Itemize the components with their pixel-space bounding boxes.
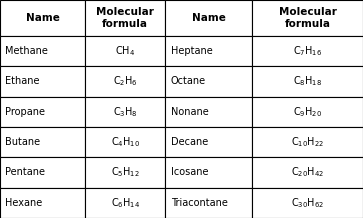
Bar xyxy=(165,188,252,218)
Text: C$_6$H$_{14}$: C$_6$H$_{14}$ xyxy=(111,196,140,210)
Text: Molecular
formula: Molecular formula xyxy=(279,7,337,29)
Bar xyxy=(85,127,165,157)
Bar xyxy=(252,97,363,127)
Text: Methane: Methane xyxy=(5,46,48,56)
Text: C$_{30}$H$_{62}$: C$_{30}$H$_{62}$ xyxy=(291,196,324,210)
Text: Nonane: Nonane xyxy=(171,107,208,117)
Text: Molecular
formula: Molecular formula xyxy=(96,7,154,29)
Bar xyxy=(165,127,252,157)
Bar xyxy=(165,97,252,127)
Text: C$_3$H$_8$: C$_3$H$_8$ xyxy=(113,105,138,119)
Text: CH$_4$: CH$_4$ xyxy=(115,44,135,58)
Bar xyxy=(165,66,252,97)
Bar xyxy=(0,188,85,218)
Text: C$_4$H$_{10}$: C$_4$H$_{10}$ xyxy=(111,135,140,149)
Text: Hexane: Hexane xyxy=(5,198,43,208)
Bar xyxy=(252,188,363,218)
Text: Triacontane: Triacontane xyxy=(171,198,228,208)
Text: Icosane: Icosane xyxy=(171,167,208,177)
Text: C$_2$H$_6$: C$_2$H$_6$ xyxy=(113,75,138,88)
Bar xyxy=(85,188,165,218)
Bar xyxy=(85,66,165,97)
Bar xyxy=(0,0,85,36)
Bar xyxy=(165,157,252,188)
Bar xyxy=(0,127,85,157)
Bar xyxy=(85,0,165,36)
Bar xyxy=(0,66,85,97)
Text: C$_{10}$H$_{22}$: C$_{10}$H$_{22}$ xyxy=(291,135,324,149)
Bar xyxy=(85,97,165,127)
Bar xyxy=(0,97,85,127)
Text: C$_5$H$_{12}$: C$_5$H$_{12}$ xyxy=(111,166,140,179)
Text: C$_9$H$_{20}$: C$_9$H$_{20}$ xyxy=(293,105,322,119)
Text: Octane: Octane xyxy=(171,77,206,87)
Bar xyxy=(252,127,363,157)
Bar xyxy=(85,157,165,188)
Text: Name: Name xyxy=(26,13,60,23)
Text: Propane: Propane xyxy=(5,107,45,117)
Text: Ethane: Ethane xyxy=(5,77,40,87)
Text: C$_{20}$H$_{42}$: C$_{20}$H$_{42}$ xyxy=(291,166,324,179)
Text: Name: Name xyxy=(192,13,226,23)
Text: Pentane: Pentane xyxy=(5,167,45,177)
Bar xyxy=(85,36,165,66)
Text: C$_7$H$_{16}$: C$_7$H$_{16}$ xyxy=(293,44,322,58)
Bar xyxy=(165,0,252,36)
Bar xyxy=(165,36,252,66)
Text: C$_8$H$_{18}$: C$_8$H$_{18}$ xyxy=(293,75,322,88)
Bar xyxy=(252,36,363,66)
Text: Heptane: Heptane xyxy=(171,46,212,56)
Bar xyxy=(252,157,363,188)
Text: Butane: Butane xyxy=(5,137,41,147)
Text: Decane: Decane xyxy=(171,137,208,147)
Bar xyxy=(0,36,85,66)
Bar xyxy=(252,0,363,36)
Bar xyxy=(252,66,363,97)
Bar xyxy=(0,157,85,188)
